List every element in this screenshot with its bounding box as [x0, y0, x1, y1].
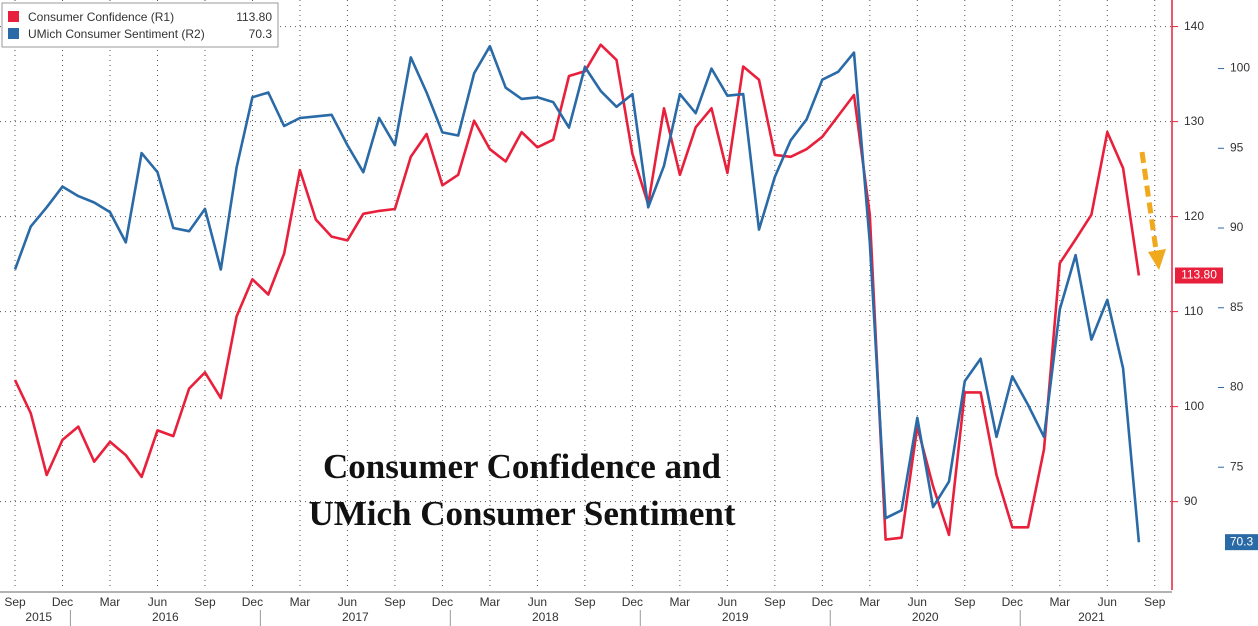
y-tick-label: 140: [1184, 19, 1204, 33]
y2-tick-label: 95: [1230, 140, 1244, 154]
x-tick-label: Dec: [1002, 595, 1023, 609]
x-tick-label: Mar: [100, 595, 121, 609]
legend-label: UMich Consumer Sentiment (R2): [28, 27, 205, 41]
x-tick-label: Jun: [528, 595, 547, 609]
value-label: 113.80: [1181, 268, 1217, 282]
x-tick-label: Jun: [148, 595, 167, 609]
y2-tick-label: 85: [1230, 300, 1244, 314]
trend-arrow: [1139, 151, 1166, 270]
x-tick-label: Mar: [480, 595, 501, 609]
y-tick-label: 90: [1184, 494, 1198, 508]
x-tick-label: Mar: [290, 595, 311, 609]
year-label: 2019: [722, 610, 749, 624]
year-label: 2017: [342, 610, 369, 624]
value-badge: [1225, 534, 1258, 551]
x-tick-label: Mar: [1049, 595, 1070, 609]
y-tick-label: 110: [1184, 304, 1203, 318]
y-tick-label: 130: [1184, 114, 1204, 128]
x-tick-label: Mar: [670, 595, 691, 609]
arrow-head: [1148, 249, 1166, 270]
y2-tick-label: 75: [1230, 459, 1244, 473]
x-tick-label: Dec: [812, 595, 833, 609]
x-tick-label: Dec: [432, 595, 453, 609]
x-tick-label: Dec: [52, 595, 73, 609]
year-label: 2015: [25, 610, 52, 624]
x-tick-label: Jun: [908, 595, 927, 609]
x-tick-label: Sep: [384, 595, 406, 609]
x-tick-label: Sep: [4, 595, 26, 609]
year-label: 2020: [912, 610, 939, 624]
year-label: 2018: [532, 610, 559, 624]
x-tick-label: Sep: [574, 595, 596, 609]
value-badge: [1175, 267, 1223, 284]
x-tick-label: Sep: [194, 595, 216, 609]
value-label: 70.3: [1230, 534, 1254, 548]
chart-title: UMich Consumer Sentiment: [308, 494, 735, 533]
series-line: [13, 43, 1141, 541]
x-tick-label: Jun: [338, 595, 357, 609]
series-line: [13, 44, 1141, 543]
year-label: 2021: [1078, 610, 1105, 624]
legend-box: [1, 2, 279, 48]
x-tick-label: Sep: [764, 595, 786, 609]
year-label: 2016: [152, 610, 179, 624]
y-tick-label: 100: [1184, 399, 1204, 413]
chart-title: Consumer Confidence and: [323, 447, 722, 486]
y2-tick-label: 80: [1230, 380, 1244, 394]
legend: Consumer Confidence (R1) 113.80 UMich Co…: [1, 2, 279, 48]
y2-tick-label: 90: [1230, 220, 1244, 234]
x-tick-label: Dec: [622, 595, 643, 609]
legend-value: 70.3: [249, 27, 273, 41]
x-tick-label: Dec: [242, 595, 263, 609]
x-tick-label: Jun: [718, 595, 737, 609]
x-tick-label: Mar: [859, 595, 880, 609]
legend-swatch: [8, 28, 19, 39]
x-tick-label: Sep: [954, 595, 976, 609]
legend-label: Consumer Confidence (R1): [28, 10, 174, 24]
x-tick-label: Jun: [1098, 595, 1117, 609]
legend-value: 113.80: [236, 10, 272, 24]
y-tick-label: 120: [1184, 209, 1204, 223]
y2-tick-label: 100: [1230, 61, 1250, 75]
legend-swatch: [8, 11, 19, 22]
x-tick-label: Sep: [1144, 595, 1166, 609]
